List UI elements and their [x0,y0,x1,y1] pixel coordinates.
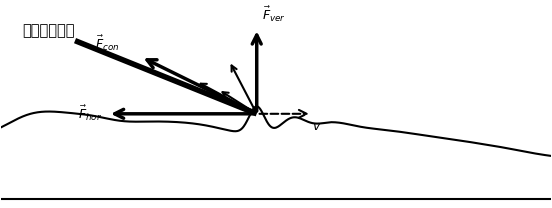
Text: $v$: $v$ [312,120,321,133]
Text: $\vec{F}_{hor}$: $\vec{F}_{hor}$ [78,104,103,124]
Text: $\vec{F}_{con}$: $\vec{F}_{con}$ [94,33,119,53]
Text: 球形虚拟探针: 球形虚拟探针 [23,23,75,38]
Text: $\vec{F}_{ver}$: $\vec{F}_{ver}$ [262,5,286,24]
